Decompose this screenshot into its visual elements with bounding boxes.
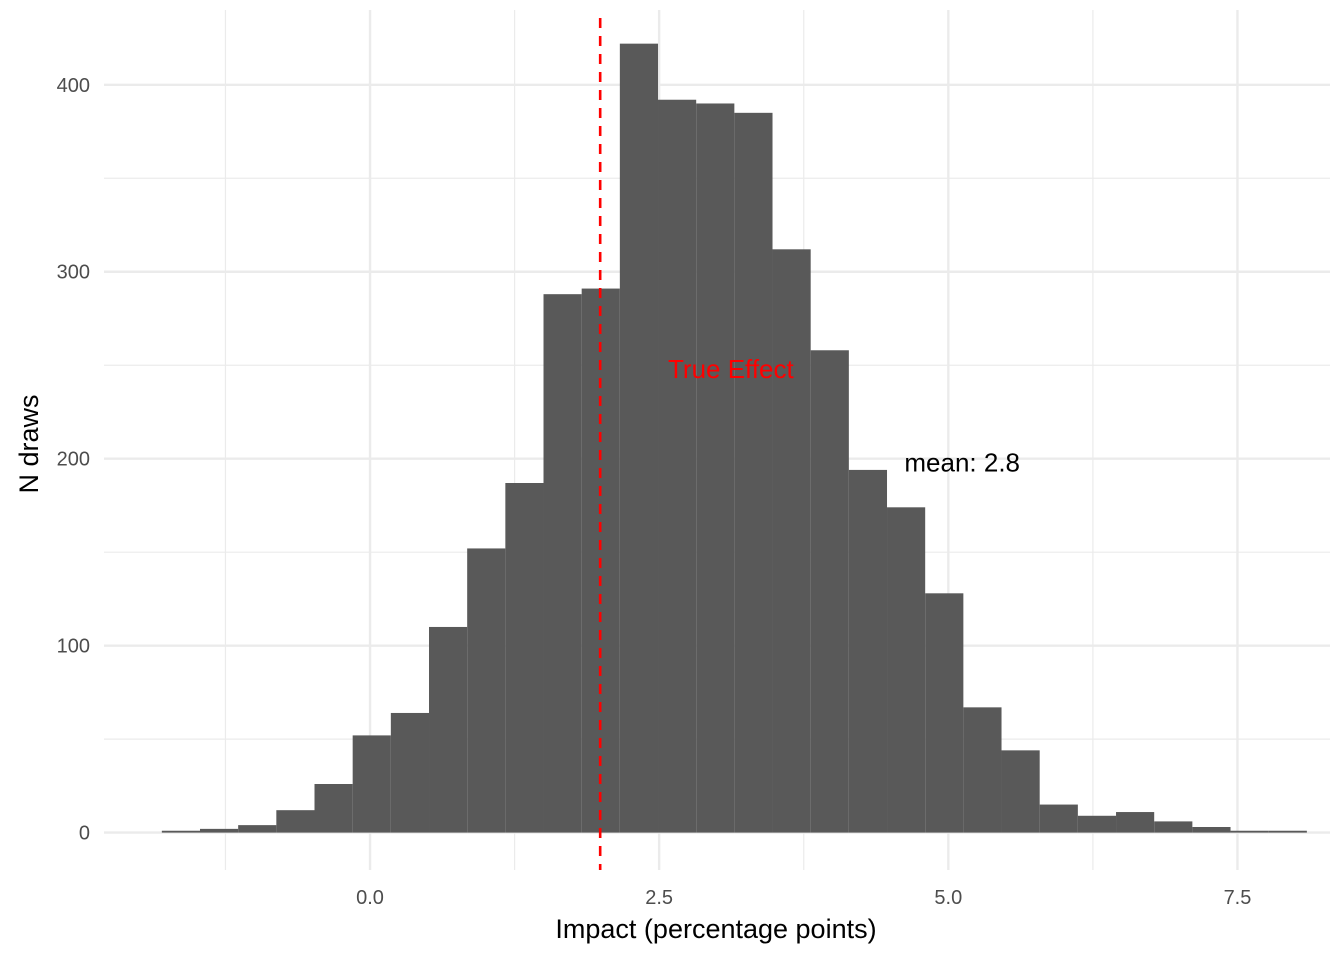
histogram-bar xyxy=(199,828,239,833)
x-tick-label: 7.5 xyxy=(1224,887,1252,909)
histogram-bar xyxy=(238,825,277,833)
histogram-bar xyxy=(1001,750,1040,833)
histogram-bar xyxy=(543,294,582,833)
y-tick-label: 400 xyxy=(57,75,90,97)
histogram-bar xyxy=(1268,830,1307,833)
histogram-bar xyxy=(848,469,888,833)
histogram-bar xyxy=(925,593,964,833)
histogram-bar xyxy=(696,103,735,833)
mean-label: mean: 2.8 xyxy=(904,447,1020,477)
histogram-bar xyxy=(734,112,773,833)
histogram-bar xyxy=(619,43,659,833)
x-tick-label: 5.0 xyxy=(934,887,962,909)
histogram-bar xyxy=(1039,804,1078,833)
x-tick-label: 2.5 xyxy=(645,887,673,909)
x-tick-label: 0.0 xyxy=(356,887,384,909)
histogram-bar xyxy=(772,249,811,833)
histogram-bar xyxy=(467,548,506,833)
histogram-bar xyxy=(1230,830,1269,833)
histogram-bar xyxy=(352,735,391,833)
histogram-bar xyxy=(963,707,1002,833)
y-tick-label: 100 xyxy=(57,636,90,658)
x-tick-labels: 0.0 2.5 5.0 7.5 xyxy=(356,887,1251,909)
histogram-bar xyxy=(1192,827,1231,833)
histogram-bar xyxy=(390,712,430,833)
histogram-bar xyxy=(810,350,849,833)
histogram-bar xyxy=(161,830,200,833)
x-axis-title: Impact (percentage points) xyxy=(555,914,876,944)
histogram-bar xyxy=(1154,821,1193,833)
histogram-bar xyxy=(429,626,468,833)
histogram-bar xyxy=(314,784,353,833)
histogram-bar xyxy=(276,810,315,833)
true-effect-label: True Effect xyxy=(668,354,794,384)
y-tick-label: 0 xyxy=(79,823,90,845)
histogram-bar xyxy=(1077,815,1117,833)
histogram-bar xyxy=(658,99,697,833)
histogram-bar xyxy=(1116,812,1155,833)
y-tick-labels: 0 100 200 300 400 xyxy=(57,75,90,845)
histogram-bar xyxy=(887,507,926,833)
annotations-group: True Effect mean: 2.8 xyxy=(668,354,1020,477)
y-tick-label: 300 xyxy=(57,262,90,284)
histogram-bars xyxy=(161,43,1307,833)
y-tick-label: 200 xyxy=(57,449,90,471)
y-axis-title: N draws xyxy=(14,394,44,493)
histogram-bar xyxy=(505,483,544,833)
